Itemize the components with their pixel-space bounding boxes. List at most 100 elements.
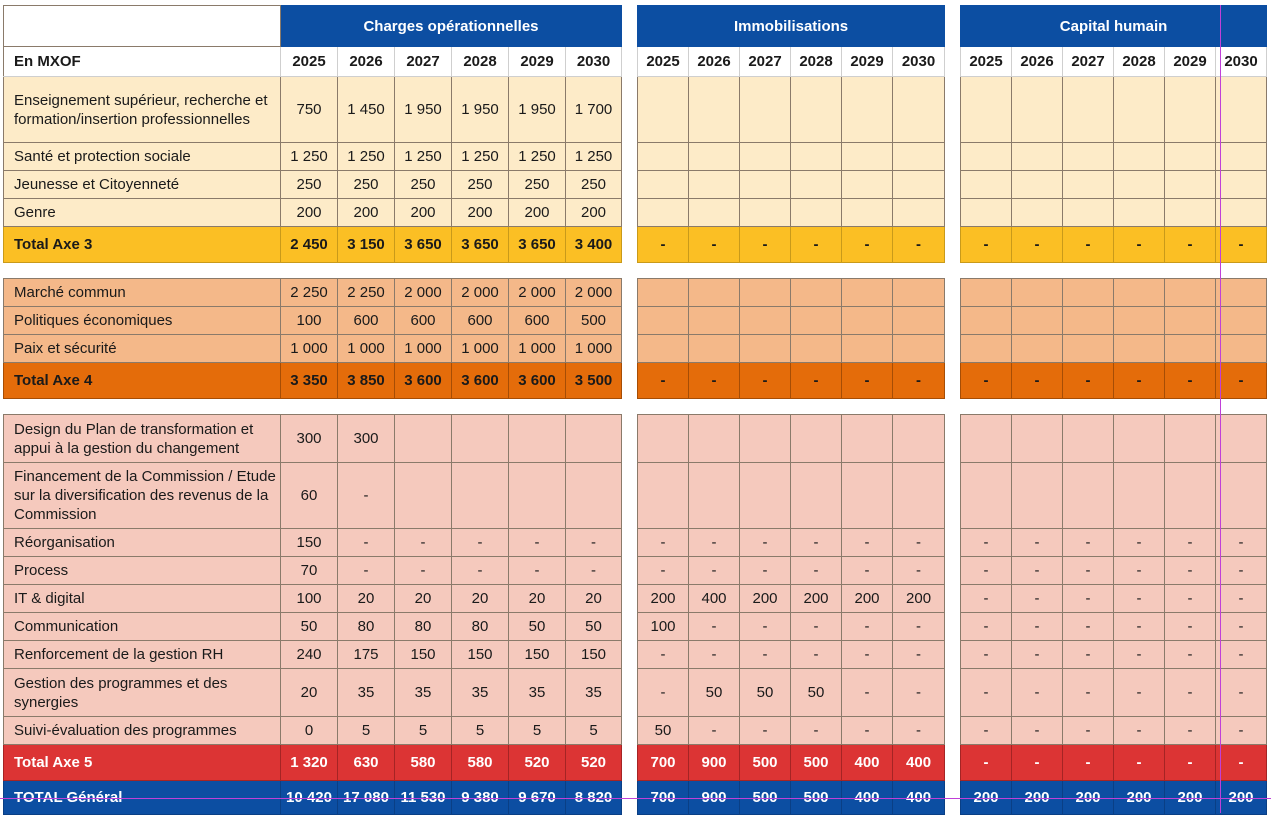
value-cell: -: [960, 612, 1012, 641]
value-cell: -: [1113, 612, 1165, 641]
value-cell: [1062, 142, 1114, 171]
table-row: -50 50 50- -: [637, 668, 946, 717]
year-header-row: 2025 2026 2027 2028 2029 2030: [960, 46, 1268, 77]
value-cell: 35: [508, 668, 566, 717]
value-cell: [1062, 76, 1114, 143]
table-row: Politiques économiques 100 600 600 600 600 500: [3, 306, 622, 335]
table-row: [637, 170, 946, 199]
value-cell: -: [891, 556, 946, 585]
value-cell: [790, 462, 842, 529]
value-cell: [960, 198, 1012, 227]
value-cell: 3 600: [451, 362, 509, 399]
value-cell: [841, 170, 893, 199]
value-cell: -: [739, 716, 791, 745]
value-cell: [1113, 278, 1165, 307]
value-cell: -: [688, 226, 740, 263]
row-label: Communication: [3, 612, 281, 641]
value-cell: 700: [637, 780, 689, 815]
value-cell: -: [960, 226, 1012, 263]
value-cell: 240: [280, 640, 338, 669]
spacer-row: [637, 398, 945, 415]
value-cell: [790, 142, 842, 171]
value-cell: [1164, 170, 1216, 199]
value-cell: [1164, 462, 1216, 529]
value-cell: -: [1062, 556, 1114, 585]
value-cell: -: [739, 528, 791, 557]
value-cell: 1 000: [337, 334, 395, 363]
value-cell: 3 600: [508, 362, 566, 399]
table-immobilisations: Immobilisations 2025 2026 2027 2028 2029 2030 -…: [636, 5, 946, 815]
value-cell: 2 000: [451, 278, 509, 307]
table-row: [637, 278, 946, 307]
table-row: Jeunesse et Citoyenneté 250 250 250 250 250 25…: [3, 170, 622, 199]
value-cell: [891, 198, 946, 227]
table-row: 50- - - - -: [637, 716, 946, 745]
value-cell: 2 000: [508, 278, 566, 307]
value-cell: 200: [739, 584, 791, 613]
value-cell: 1 000: [280, 334, 338, 363]
value-cell: [451, 414, 509, 463]
value-cell: [1011, 76, 1063, 143]
value-cell: [1164, 306, 1216, 335]
value-cell: 400: [688, 584, 740, 613]
row-label: Process: [3, 556, 281, 585]
spacer-row: [637, 262, 945, 279]
value-cell: 200: [565, 198, 622, 227]
table-row: ------: [960, 584, 1268, 613]
value-cell: -: [841, 528, 893, 557]
value-cell: -: [891, 528, 946, 557]
value-cell: [790, 306, 842, 335]
table-row: ------: [637, 640, 946, 669]
value-cell: -: [394, 556, 452, 585]
value-cell: 250: [565, 170, 622, 199]
value-cell: 80: [337, 612, 395, 641]
value-cell: -: [565, 556, 622, 585]
row-label: Financement de la Commission / Etude sur…: [3, 462, 281, 529]
value-cell: 630: [337, 744, 395, 781]
value-cell: -: [790, 362, 842, 399]
value-cell: -: [637, 226, 689, 263]
year-header: 2025: [280, 46, 338, 77]
value-cell: 70: [280, 556, 338, 585]
table-row: [960, 76, 1268, 143]
value-cell: [1011, 142, 1063, 171]
table-row: [637, 334, 946, 363]
value-cell: 300: [337, 414, 395, 463]
year-header: 2025: [960, 46, 1012, 77]
value-cell: -: [841, 362, 893, 399]
table-row: 100- - - - -: [637, 612, 946, 641]
value-cell: -: [960, 716, 1012, 745]
value-cell: 500: [790, 780, 842, 815]
value-cell: [1113, 414, 1165, 463]
value-cell: -: [688, 362, 740, 399]
section-title: Capital humain: [959, 5, 1268, 47]
value-cell: 1 250: [565, 142, 622, 171]
value-cell: -: [891, 226, 946, 263]
value-cell: -: [960, 668, 1012, 717]
value-cell: [1113, 306, 1165, 335]
value-cell: 1 250: [394, 142, 452, 171]
value-cell: [891, 414, 946, 463]
value-cell: 600: [508, 306, 566, 335]
value-cell: 17 080: [337, 780, 395, 815]
value-cell: [1062, 198, 1114, 227]
value-cell: 1 000: [451, 334, 509, 363]
value-cell: -: [1164, 668, 1216, 717]
value-cell: [790, 278, 842, 307]
table-row: [960, 414, 1268, 463]
row-label: Suivi-évaluation des programmes: [3, 716, 281, 745]
table-row: [637, 414, 946, 463]
value-cell: -: [739, 612, 791, 641]
value-cell: [790, 76, 842, 143]
row-label: Enseignement supérieur, recherche et for…: [3, 76, 281, 143]
value-cell: -: [891, 668, 946, 717]
table-row: IT & digital 100 20 20 20 20 20: [3, 584, 622, 613]
year-header: 2027: [1062, 46, 1114, 77]
spacer-row: [960, 262, 1267, 279]
row-label: Réorganisation: [3, 528, 281, 557]
value-cell: -: [1113, 528, 1165, 557]
value-cell: 900: [688, 780, 740, 815]
value-cell: [637, 414, 689, 463]
value-cell: -: [637, 668, 689, 717]
